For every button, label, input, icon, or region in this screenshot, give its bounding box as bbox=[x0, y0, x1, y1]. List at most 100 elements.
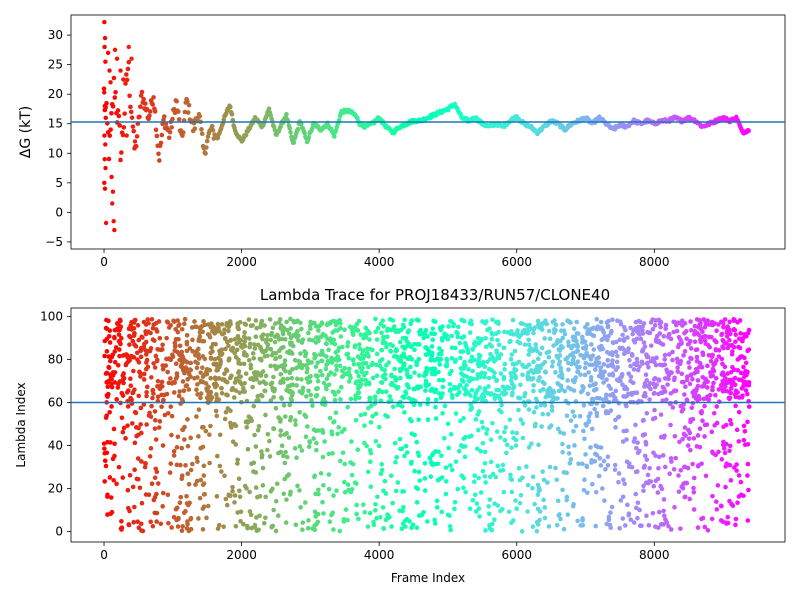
lambda-point bbox=[285, 349, 290, 355]
lambda-point bbox=[453, 459, 459, 464]
lambda-point bbox=[652, 407, 657, 413]
lambda-point bbox=[394, 454, 399, 460]
lambda-point bbox=[696, 332, 702, 338]
lambda-point bbox=[190, 349, 195, 354]
lambda-point bbox=[724, 521, 729, 526]
lambda-point bbox=[226, 328, 231, 334]
delta-g-point bbox=[126, 59, 132, 65]
lambda-point bbox=[673, 455, 678, 461]
lambda-point bbox=[259, 454, 265, 460]
lambda-point bbox=[487, 474, 493, 480]
lambda-point bbox=[517, 500, 523, 506]
delta-g-point bbox=[150, 102, 156, 107]
lambda-point bbox=[197, 330, 203, 335]
delta-g-point bbox=[102, 186, 108, 191]
delta-g-point bbox=[137, 114, 142, 120]
lambda-point bbox=[342, 327, 347, 333]
lambda-point bbox=[705, 528, 711, 533]
lambda-point bbox=[707, 344, 712, 350]
lambda-point bbox=[307, 337, 312, 343]
lambda-point bbox=[503, 425, 509, 430]
lambda-point bbox=[589, 362, 595, 368]
lambda-point bbox=[215, 526, 221, 531]
lambda-point bbox=[121, 425, 127, 431]
lambda-point bbox=[397, 339, 403, 345]
lambda-point bbox=[363, 382, 369, 387]
lambda-point bbox=[128, 335, 133, 340]
lambda-point bbox=[644, 457, 650, 462]
lambda-point bbox=[488, 459, 494, 465]
lambda-point bbox=[365, 524, 371, 529]
lambda-point bbox=[293, 365, 299, 371]
lambda-point bbox=[271, 374, 276, 380]
lambda-point bbox=[473, 343, 478, 348]
lambda-point bbox=[605, 323, 611, 329]
lambda-point bbox=[214, 396, 220, 401]
lambda-point bbox=[699, 461, 704, 466]
lambda-point bbox=[315, 360, 320, 366]
lambda-point bbox=[236, 369, 242, 374]
lambda-point bbox=[105, 394, 110, 399]
lambda-point bbox=[486, 511, 492, 517]
lambda-point bbox=[457, 340, 463, 346]
lambda-point bbox=[228, 423, 234, 428]
lambda-point bbox=[356, 386, 361, 391]
lambda-point bbox=[183, 463, 188, 468]
lambda-point bbox=[131, 519, 137, 525]
lambda-point bbox=[727, 498, 732, 504]
lambda-point bbox=[613, 349, 619, 355]
delta-g-point bbox=[199, 131, 205, 137]
lambda-point bbox=[179, 349, 185, 355]
lambda-point bbox=[727, 448, 732, 454]
lambda-point bbox=[672, 504, 677, 510]
lambda-ylabel: Lambda Index bbox=[14, 382, 28, 467]
lambda-point bbox=[247, 489, 252, 495]
lambda-point bbox=[175, 524, 181, 529]
lambda-point bbox=[204, 388, 210, 394]
lambda-point bbox=[433, 397, 439, 403]
lambda-point bbox=[143, 329, 148, 334]
lambda-point bbox=[555, 381, 560, 386]
lambda-point bbox=[252, 522, 258, 528]
lambda-point bbox=[155, 378, 161, 384]
lambda-point bbox=[603, 392, 609, 398]
lambda-point bbox=[123, 436, 128, 441]
lambda-point bbox=[262, 323, 267, 328]
lambda-point bbox=[425, 397, 431, 402]
lambda-point bbox=[511, 361, 517, 367]
lambda-point bbox=[476, 363, 482, 369]
lambda-point bbox=[141, 377, 147, 382]
delta-g-point bbox=[204, 145, 209, 150]
lambda-point bbox=[727, 462, 733, 468]
lambda-point bbox=[151, 497, 157, 503]
lambda-point bbox=[509, 520, 514, 526]
lambda-point bbox=[677, 439, 682, 445]
lambda-point bbox=[306, 330, 311, 336]
lambda-point bbox=[581, 355, 587, 361]
lambda-point bbox=[512, 348, 518, 354]
lambda-point bbox=[156, 347, 162, 352]
lambda-point bbox=[368, 484, 374, 490]
lambda-point bbox=[725, 514, 731, 520]
lambda-point bbox=[481, 359, 486, 365]
lambda-point bbox=[478, 448, 484, 454]
lambda-point bbox=[416, 469, 422, 475]
lambda-point bbox=[414, 439, 420, 445]
lambda-point bbox=[403, 443, 409, 449]
lambda-point bbox=[398, 357, 403, 363]
lambda-point bbox=[263, 515, 268, 521]
delta-g-point bbox=[121, 77, 126, 82]
lambda-point bbox=[215, 321, 221, 327]
lambda-point bbox=[644, 411, 650, 416]
lambda-point bbox=[373, 397, 378, 403]
lambda-point bbox=[223, 346, 228, 352]
lambda-point bbox=[284, 454, 290, 460]
lambda-point bbox=[151, 361, 156, 366]
lambda-point bbox=[584, 423, 589, 428]
lambda-point bbox=[373, 329, 379, 335]
lambda-point bbox=[501, 376, 507, 382]
lambda-point bbox=[395, 480, 401, 485]
lambda-point bbox=[355, 447, 361, 453]
